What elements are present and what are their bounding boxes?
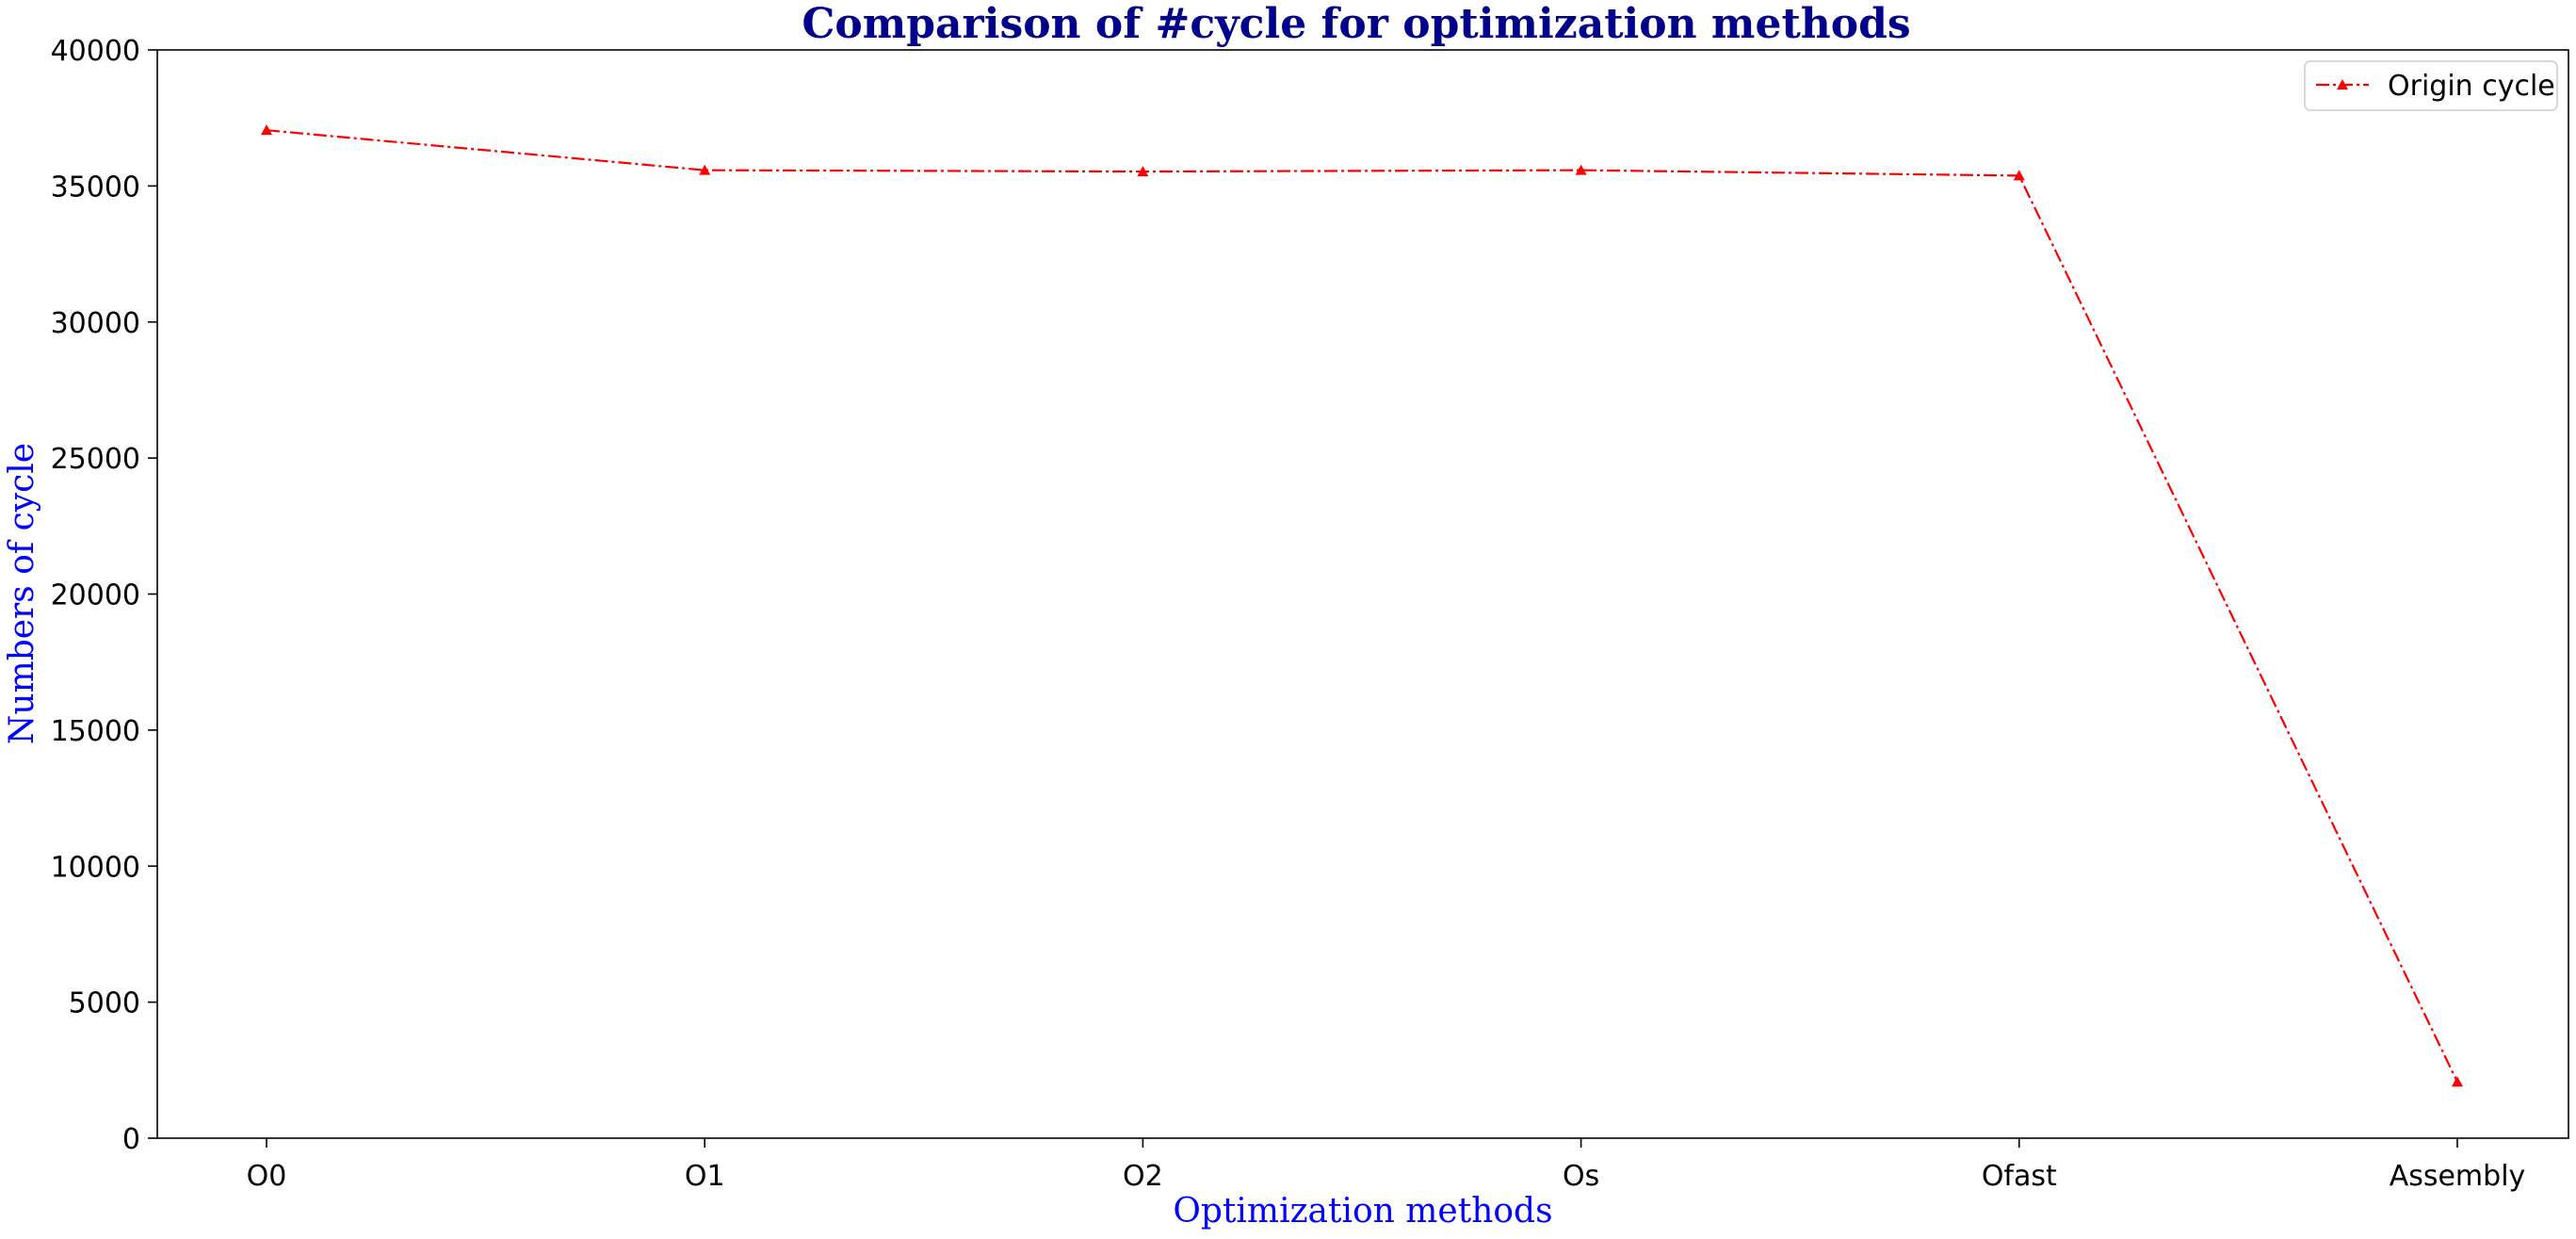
y-tick-label: 5000 <box>69 987 140 1020</box>
x-tick-label: O0 <box>247 1160 287 1193</box>
x-tick-label: Ofast <box>1982 1160 2057 1193</box>
y-tick-label: 35000 <box>51 171 140 204</box>
x-tick-label: O1 <box>685 1160 725 1193</box>
y-axis-label: Numbers of cycle <box>3 443 41 744</box>
legend-triangle-marker <box>2337 79 2348 90</box>
data-point-marker <box>1575 164 1587 175</box>
y-tick-label: 40000 <box>51 35 140 68</box>
y-tick-label: 20000 <box>51 579 140 612</box>
legend: Origin cycle <box>2304 60 2558 111</box>
y-tick-label: 25000 <box>51 443 140 476</box>
x-axis-label: Optimization methods <box>1173 1192 1552 1231</box>
data-point-marker <box>2013 170 2025 181</box>
chart-title: Comparison of #cycle for optimization me… <box>802 0 1910 48</box>
y-tick-label: 0 <box>122 1123 140 1156</box>
legend-label-origin-cycle: Origin cycle <box>2388 70 2555 103</box>
y-axis-ticks: 0 5000 10000 15000 20000 25000 30000 35000 40000 <box>51 35 157 1156</box>
x-tick-label: Os <box>1563 1160 1599 1193</box>
legend-box <box>2304 60 2558 111</box>
x-tick-label: O2 <box>1123 1160 1163 1193</box>
data-point-marker <box>261 124 272 136</box>
data-point-marker <box>2452 1076 2463 1087</box>
y-tick-label: 15000 <box>51 715 140 748</box>
plot-area-frame <box>156 49 2569 1139</box>
series-layer <box>261 124 2463 1087</box>
x-tick-label: Assembly <box>2390 1160 2526 1193</box>
data-point-marker <box>699 164 711 175</box>
data-point-marker <box>1137 166 1149 177</box>
y-tick-label: 10000 <box>51 851 140 884</box>
x-axis-ticks: O0 O1 O2 Os Ofast Assembly <box>247 1138 2526 1193</box>
y-tick-label: 30000 <box>51 307 140 340</box>
